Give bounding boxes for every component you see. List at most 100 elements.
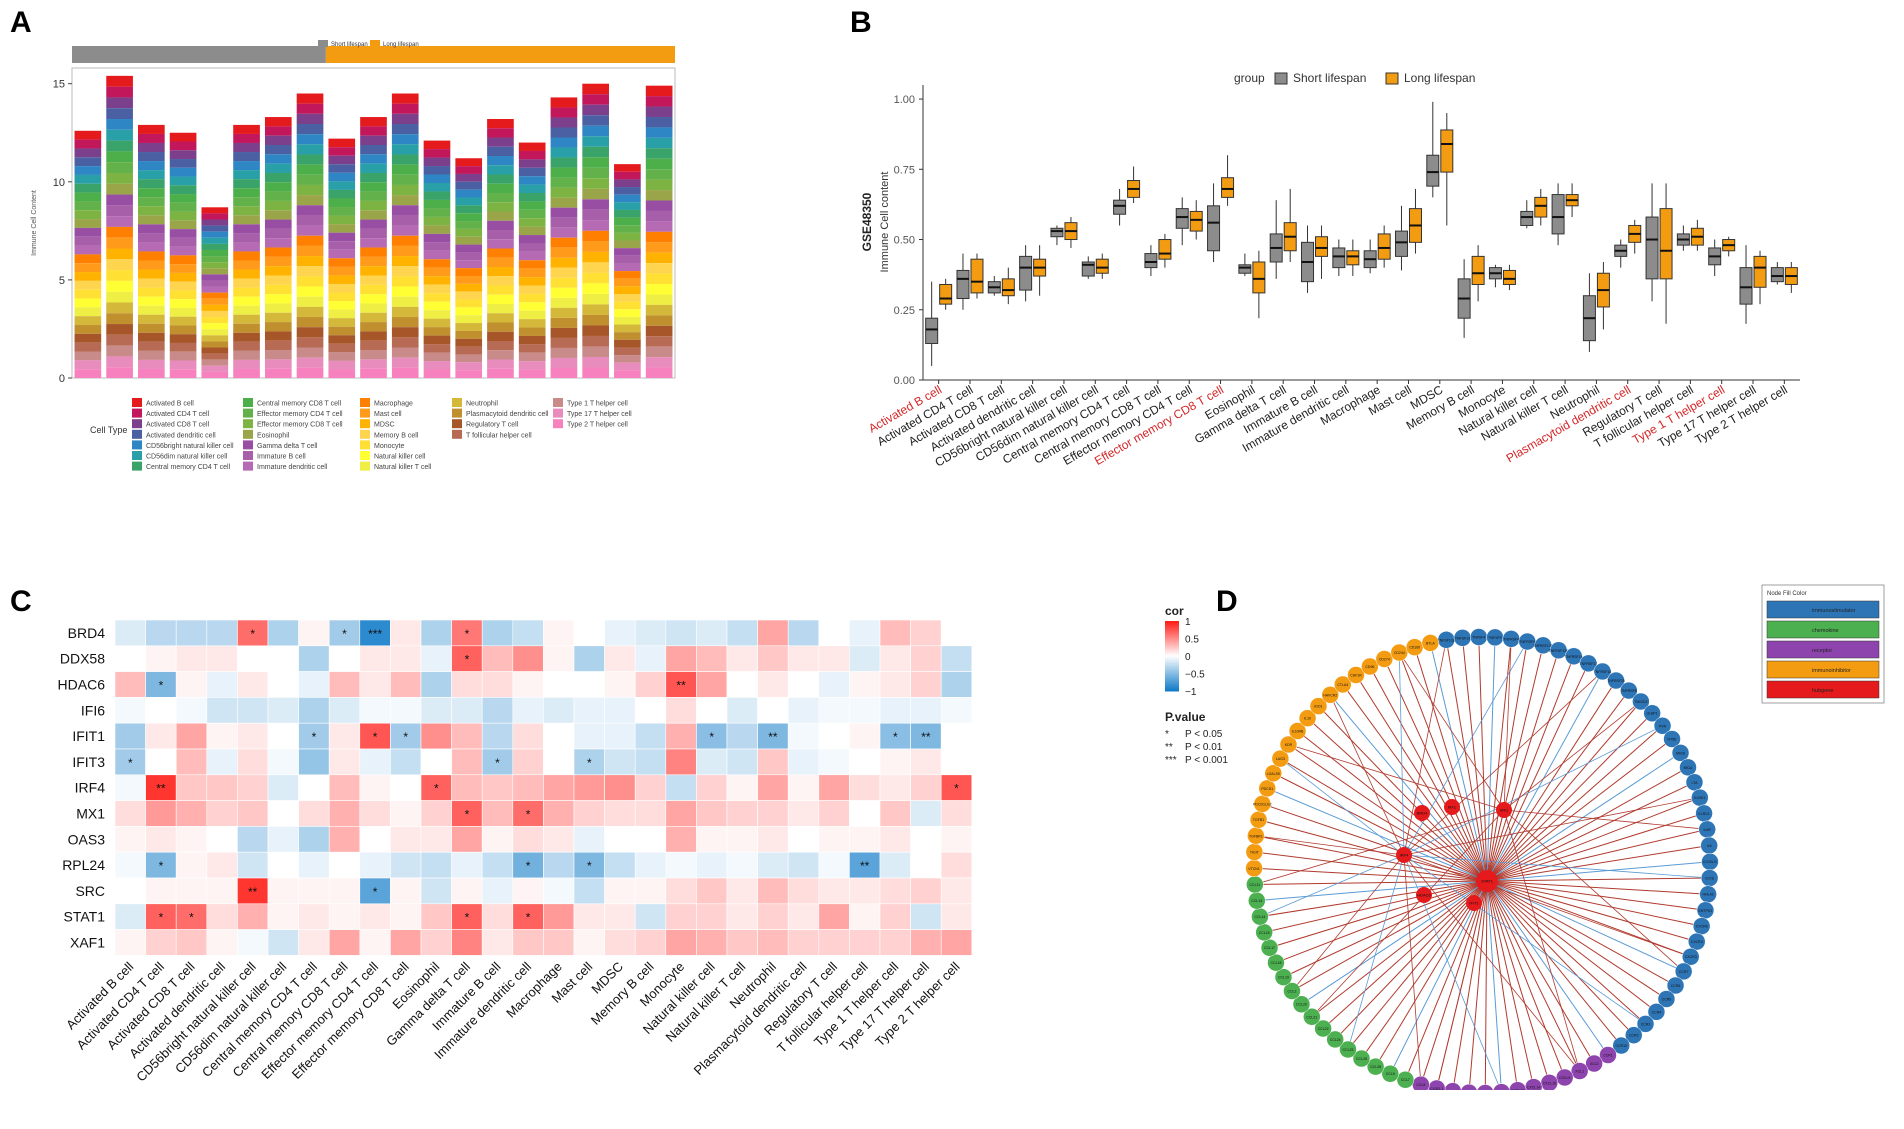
bar-10-segment-central-memory-cd8-t-cell bbox=[360, 182, 387, 192]
bar-13-segment-activated-cd4-t-cell bbox=[455, 166, 483, 174]
bar-18-segment-plasmacytoid-dendritic-cell bbox=[614, 332, 641, 340]
cell-ifi6-effector-memory-cd4-t-cell bbox=[359, 697, 391, 724]
bar-4-segment-central-memory-cd8-t-cell bbox=[169, 194, 197, 203]
bar-17-segment-type-2-t-helper-cell bbox=[582, 367, 609, 378]
bar-14-segment-central-memory-cd8-t-cell bbox=[487, 183, 514, 194]
edge-stat1-tnfsf9 bbox=[1486, 637, 1496, 882]
bar-14-segment-effector-memory-cd8-t-cell bbox=[487, 202, 514, 212]
legend-label-gamma-delta-t-cell: Gamma delta T cell bbox=[257, 443, 318, 450]
cell-ifit3-central-memory-cd8-t-cell bbox=[328, 748, 361, 776]
cell-irf4-cd56bright-natural-killer-cell bbox=[237, 774, 269, 801]
bar-13-segment-type-17-t-helper-cell bbox=[455, 362, 483, 371]
bar-16-segment-monocyte bbox=[550, 277, 578, 288]
cell-src-plasmacytoid-dendritic-cell bbox=[787, 877, 820, 905]
pvalue-legend-label-2: P < 0.001 bbox=[1185, 755, 1228, 766]
legend-swatch-activated-b-cell bbox=[132, 398, 142, 407]
bar-15-segment-plasmacytoid-dendritic-cell bbox=[518, 327, 546, 336]
bar-2-segment-plasmacytoid-dendritic-cell bbox=[106, 313, 133, 325]
y-tick-label-b: 0.50 bbox=[894, 235, 915, 247]
bar-18-segment-cd56dim-natural-killer-cell bbox=[614, 202, 641, 210]
cell-brd4-neutrophil bbox=[757, 619, 789, 647]
bar-7-segment-immature-b-cell bbox=[264, 228, 292, 239]
bar-7-segment-activated-cd4-t-cell bbox=[264, 126, 292, 136]
cor-legend-gradient-step bbox=[1165, 689, 1179, 692]
bar-10-segment-gamma-delta-t-cell bbox=[360, 219, 387, 229]
bar-17-segment-activated-b-cell bbox=[582, 83, 609, 95]
cell-oas3-mast-cell bbox=[573, 826, 605, 853]
cell-src-central-memory-cd4-t-cell bbox=[298, 877, 330, 905]
edge-stat1-ccl11 bbox=[1254, 880, 1488, 886]
cell-xaf1-mdsc bbox=[604, 929, 636, 956]
hub-node-src bbox=[1496, 802, 1512, 818]
bar-7-segment-t-follicular-helper-cell bbox=[264, 340, 292, 351]
cor-legend-gradient-step bbox=[1165, 687, 1179, 690]
legend-swatch-cd56dim-natural-killer-cell bbox=[132, 451, 142, 460]
bar-1-segment-natural-killer-cell bbox=[74, 298, 102, 308]
bar-9-segment-type-17-t-helper-cell bbox=[328, 360, 356, 370]
cell-irf4-regulatory-t-cell bbox=[818, 774, 850, 801]
bar-7-segment-cd56dim-natural-killer-cell bbox=[264, 163, 292, 173]
bar-14-segment-monocyte bbox=[487, 285, 514, 295]
cell-src-type-2-t-helper-cell bbox=[940, 877, 973, 905]
bar-14-segment-immature-dendritic-cell bbox=[487, 239, 514, 249]
ring-node-label-ccr10: CCR10 bbox=[1615, 1044, 1627, 1048]
cor-legend-tick-2: 0 bbox=[1185, 652, 1191, 663]
bar-16-segment-activated-b-cell bbox=[550, 97, 578, 108]
cell-oas3-effector-memory-cd8-t-cell bbox=[390, 826, 422, 853]
edge-stat1-tnfrsf18 bbox=[1486, 671, 1603, 882]
bar-17-segment-regulatory-t-cell bbox=[582, 325, 609, 336]
legend-swatch-gamma-delta-t-cell bbox=[243, 440, 253, 450]
cell-src-natural-killer-cell bbox=[696, 877, 728, 905]
ring-node-tmigd2 bbox=[1632, 692, 1650, 711]
cell-stat1-activated-cd8-t-cell bbox=[175, 903, 208, 930]
bar-13-segment-gamma-delta-t-cell bbox=[455, 244, 483, 253]
bar-12-segment-regulatory-t-cell bbox=[423, 335, 451, 345]
bar-7-segment-natural-killer-cell bbox=[264, 294, 292, 304]
cor-legend-gradient-step bbox=[1165, 673, 1179, 676]
bar-3-segment-effector-memory-cd4-t-cell bbox=[138, 197, 165, 207]
cell-xaf1-activated-cd8-t-cell bbox=[175, 929, 208, 956]
cell-irf4-type-2-t-helper-cell bbox=[940, 774, 973, 801]
cell-irf4-mast-cell bbox=[573, 774, 605, 801]
bar-8-segment-eosinophil bbox=[296, 195, 324, 206]
cell-src-neutrophil bbox=[757, 877, 789, 905]
star-ifit1-effector-memory-cd8-t-cell: * bbox=[403, 730, 408, 744]
cell-oas3-memory-b-cell bbox=[634, 826, 667, 853]
star-rpl24-mast-cell: * bbox=[587, 859, 592, 873]
bar-14-segment-activated-cd4-t-cell bbox=[487, 128, 514, 138]
bar-13-segment-cd56bright-natural-killer-cell bbox=[455, 189, 483, 198]
cell-ifit3-t-follicular-helper-cell bbox=[849, 748, 881, 776]
cell-mx1-central-memory-cd4-t-cell bbox=[298, 800, 330, 827]
ring-node-ccr5 bbox=[1657, 990, 1676, 1008]
cell-hdac6-type-1-t-helper-cell bbox=[879, 671, 911, 698]
cell-ddx58-cd56bright-natural-killer-cell bbox=[237, 645, 269, 672]
bar-2-segment-type-17-t-helper-cell bbox=[106, 356, 133, 368]
cell-xaf1-type-2-t-helper-cell bbox=[940, 929, 973, 956]
cell-mx1-central-memory-cd8-t-cell bbox=[328, 800, 361, 827]
bar-7-segment-effector-memory-cd4-t-cell bbox=[264, 191, 292, 201]
bar-18-segment-mast-cell bbox=[614, 278, 641, 287]
cell-ifit1-immature-b-cell bbox=[481, 722, 514, 750]
bar-2-segment-macrophage bbox=[106, 226, 133, 238]
bar-4-segment-eosinophil bbox=[169, 220, 197, 230]
bar-2-segment-activated-cd4-t-cell bbox=[106, 86, 133, 98]
bar-1-segment-effector-memory-cd4-t-cell bbox=[74, 201, 102, 211]
ring-node-xcl1 bbox=[1570, 1062, 1589, 1080]
box-short-activated-b-cell-box bbox=[925, 317, 939, 344]
bar-7-segment-eosinophil bbox=[264, 210, 292, 220]
cell-xaf1-memory-b-cell bbox=[634, 929, 667, 956]
bar-5-segment-monocyte bbox=[201, 317, 229, 324]
edge-stat1-ccl19 bbox=[1283, 880, 1488, 978]
cell-ddx58-activated-b-cell bbox=[114, 645, 146, 672]
bar-17-segment-activated-cd4-t-cell bbox=[582, 94, 609, 105]
ring-node-label-lgals9: LGALS9 bbox=[1267, 772, 1280, 776]
edge-stat1-il10rb bbox=[1297, 730, 1488, 882]
cell-ifi6-macrophage bbox=[543, 697, 575, 724]
cell-ddx58-immature-b-cell bbox=[481, 645, 514, 672]
bar-10-segment-activated-cd8-t-cell bbox=[360, 135, 387, 146]
cell-stat1-immature-dendritic-cell bbox=[512, 903, 544, 930]
bar-5-segment-activated-b-cell bbox=[201, 207, 229, 214]
cell-oas3-activated-cd8-t-cell bbox=[175, 826, 208, 853]
cell-ifit1-cd56dim-natural-killer-cell bbox=[267, 722, 299, 750]
cell-ifit3-plasmacytoid-dendritic-cell bbox=[787, 748, 820, 776]
